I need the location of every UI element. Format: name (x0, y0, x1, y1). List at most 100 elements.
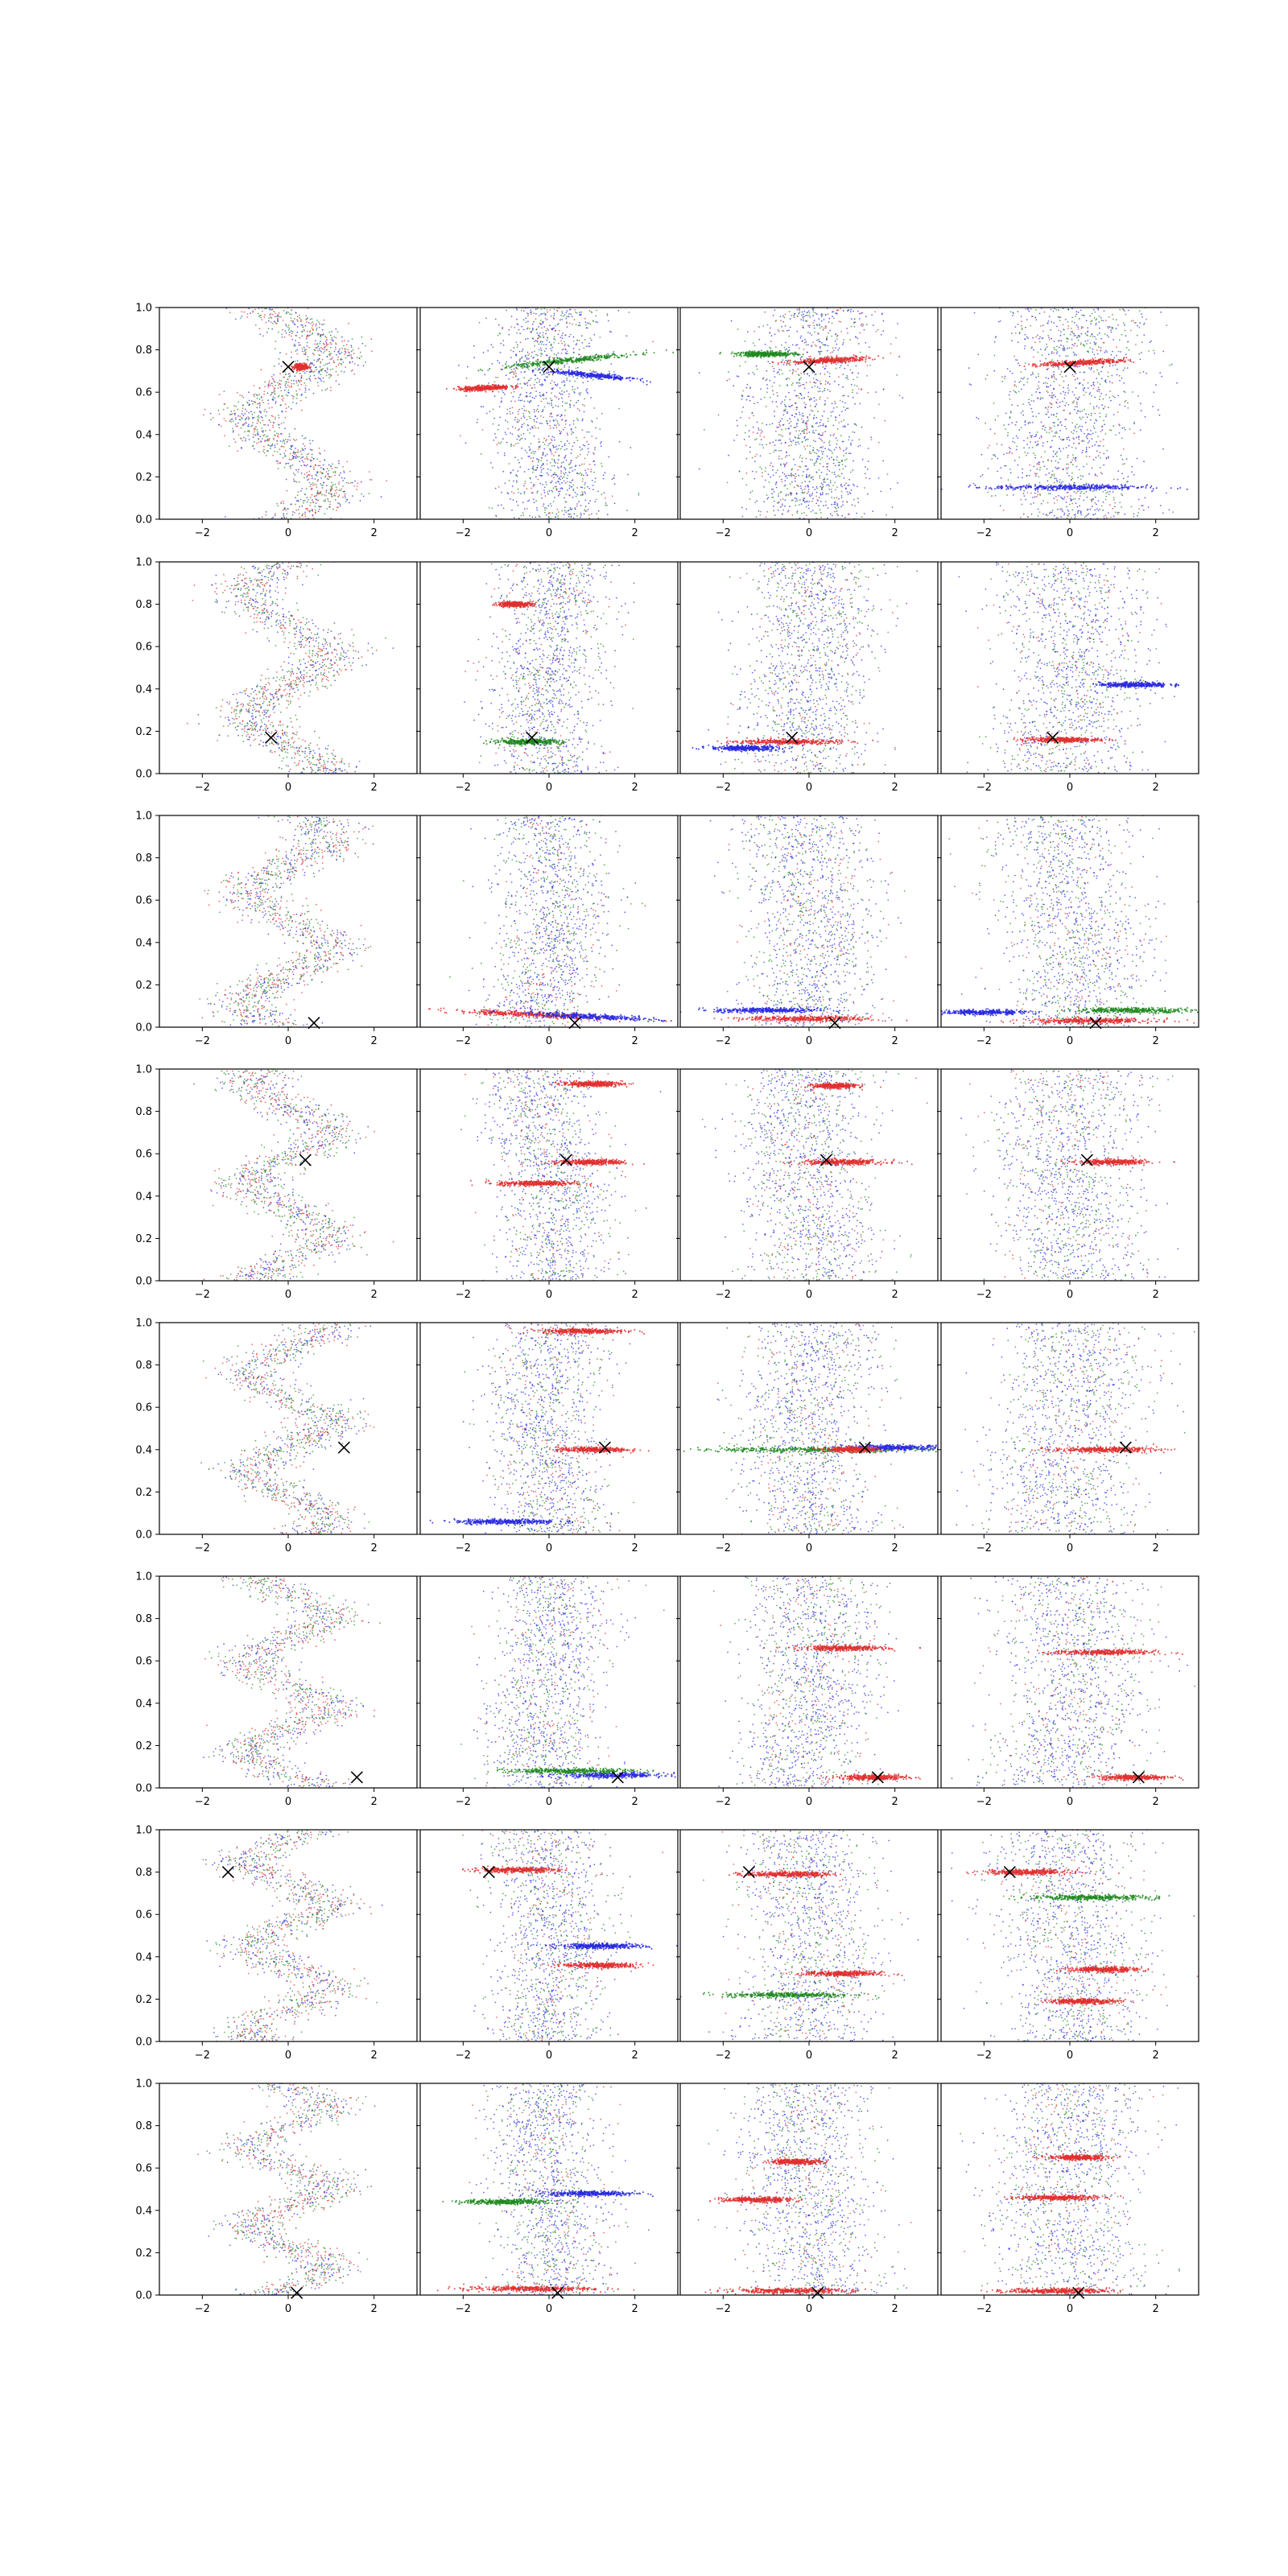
scatter-point (311, 460, 312, 461)
scatter-point (614, 483, 616, 485)
scatter-point (551, 316, 552, 317)
scatter-point (820, 459, 822, 460)
band-point (480, 369, 481, 370)
scatter-point (525, 356, 526, 357)
scatter-point (818, 339, 819, 341)
scatter-point (836, 368, 837, 369)
scatter-point (556, 397, 558, 398)
scatter-point (503, 392, 505, 394)
scatter-point (316, 347, 318, 349)
scatter-point (296, 439, 298, 440)
x-tick-label: 2 (632, 527, 638, 539)
scatter-point (561, 419, 563, 421)
band-point (533, 364, 535, 365)
scatter-point (343, 345, 345, 347)
scatter-point (570, 460, 572, 462)
scatter-point (577, 440, 579, 441)
scatter-point (342, 485, 344, 487)
x-tick-label: 0 (285, 527, 291, 539)
scatter-point (347, 349, 349, 351)
scatter-point (564, 469, 566, 471)
scatter-point (852, 431, 853, 433)
scatter-point (258, 415, 259, 417)
scatter-point (316, 493, 318, 494)
scatter-point (303, 477, 305, 479)
scatter-point (340, 353, 341, 354)
scatter-point (510, 349, 512, 351)
scatter-point (337, 496, 339, 497)
scatter-point (237, 415, 239, 417)
scatter-point (250, 312, 251, 314)
scatter-point (551, 345, 552, 346)
scatter-point (266, 308, 267, 310)
band-point (526, 362, 528, 364)
scatter-point (262, 451, 264, 452)
band-point (603, 357, 605, 358)
scatter-point (591, 312, 592, 313)
scatter-point (288, 376, 290, 378)
scatter-point (280, 316, 282, 318)
scatter-point (285, 450, 287, 452)
scatter-point (841, 495, 843, 497)
scatter-point (328, 506, 330, 508)
scatter-point (601, 445, 602, 447)
band-point (605, 354, 607, 356)
scatter-point (339, 362, 341, 364)
scatter-point (534, 425, 535, 427)
band-point (546, 361, 547, 362)
scatter-point (527, 501, 529, 502)
scatter-point (607, 315, 609, 316)
scatter-point (324, 459, 325, 460)
scatter-point (842, 386, 844, 388)
scatter-point (529, 412, 530, 414)
band-point (589, 359, 591, 361)
scatter-point (483, 352, 485, 353)
scatter-point (589, 324, 591, 325)
scatter-point (807, 392, 809, 394)
scatter-point (840, 308, 841, 310)
scatter-point (350, 357, 352, 358)
scatter-point (309, 335, 311, 336)
scatter-point (560, 470, 562, 472)
scatter-point (798, 313, 799, 315)
band-point (554, 369, 555, 370)
scatter-point (262, 517, 263, 518)
scatter-point (317, 333, 319, 335)
scatter-point (580, 392, 582, 394)
scatter-point (348, 341, 349, 342)
scatter-point (770, 477, 771, 478)
scatter-point (338, 463, 340, 464)
scatter-point (284, 443, 286, 444)
scatter-point (513, 377, 514, 378)
scatter-point (295, 456, 296, 458)
scatter-point (317, 472, 319, 473)
scatter-point (238, 435, 240, 436)
scatter-point (286, 312, 287, 313)
scatter-point (233, 405, 235, 407)
scatter-point (782, 359, 783, 361)
scatter-point (523, 410, 525, 411)
scatter-point (799, 444, 800, 445)
scatter-point (789, 349, 791, 351)
scatter-point (766, 511, 768, 513)
scatter-point (831, 336, 832, 337)
scatter-point (295, 452, 296, 454)
scatter-point (556, 449, 558, 451)
scatter-point (288, 407, 290, 408)
scatter-point (318, 321, 320, 323)
scatter-point (754, 345, 756, 347)
scatter-point (809, 494, 811, 496)
scatter-point (565, 349, 567, 350)
scatter-point (567, 351, 568, 353)
scatter-point (287, 392, 289, 394)
scatter-point (818, 505, 819, 506)
scatter-point (538, 459, 539, 460)
scatter-point (741, 507, 743, 509)
band-point (468, 389, 469, 390)
scatter-point (295, 390, 297, 392)
scatter-point (584, 509, 585, 510)
scatter-point (770, 443, 771, 444)
scatter-point (317, 490, 319, 492)
scatter-point (516, 308, 518, 309)
scatter-point (210, 413, 212, 415)
